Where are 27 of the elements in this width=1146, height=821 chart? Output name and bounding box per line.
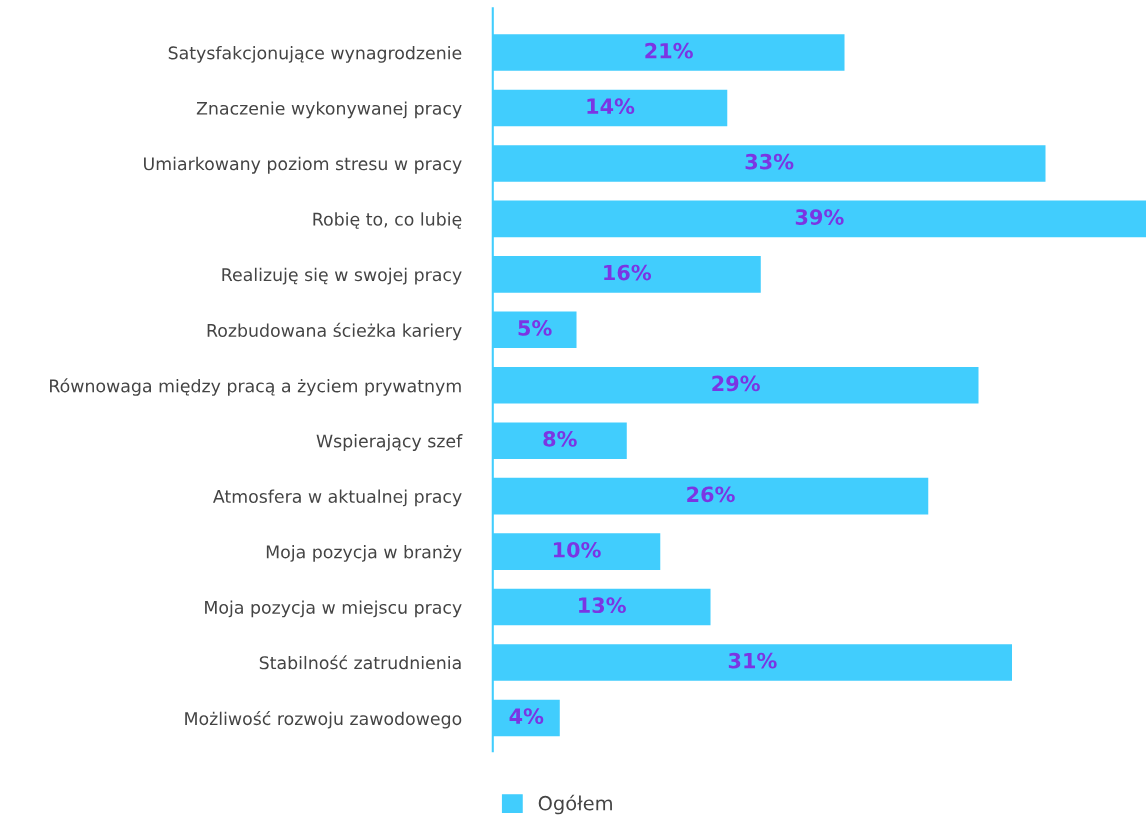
y-tick-label: Umiarkowany poziom stresu w pracy — [144, 156, 462, 174]
data-label: 14% — [587, 98, 635, 115]
y-tick-label: Robię to, co lubię — [313, 212, 462, 229]
y-tick-label: Stabilność zatrudnienia — [259, 655, 461, 670]
data-label: 5% — [518, 320, 552, 336]
data-label: 13% — [579, 597, 626, 614]
y-tick-label: Atmosfera w aktualnej pracy — [212, 489, 462, 507]
y-tick-label: Moja pozycja w miejscu pracy — [205, 600, 462, 618]
data-label: 39% — [795, 209, 844, 225]
data-label: 16% — [604, 264, 652, 281]
legend-label: Ogółem — [538, 794, 612, 815]
y-tick-label: Moja pozycja w branży — [266, 545, 462, 562]
data-label: 31% — [728, 652, 777, 669]
y-tick-label: Realizuję się w swojej pracy — [222, 267, 462, 285]
data-label: 10% — [553, 541, 601, 558]
y-tick-label: Wspierający szef — [316, 434, 463, 451]
y-tick-label: Satysfakcjonujące wynagrodzenie — [168, 45, 462, 63]
y-tick-label: Rozbudowana ścieżka kariery — [207, 322, 462, 341]
data-label: 4% — [509, 708, 544, 724]
y-tick-label: Możliwość rozwoju zawodowego — [185, 711, 462, 729]
y-tick-label: Znaczenie wykonywanej pracy — [196, 101, 462, 119]
y-tick-label: Równowaga między pracą a życiem prywatnym — [50, 378, 461, 396]
data-label: 26% — [687, 486, 735, 503]
data-label: 8% — [543, 430, 577, 447]
data-label: 21% — [645, 42, 693, 59]
data-label: 33% — [745, 153, 794, 170]
data-label: 29% — [712, 375, 760, 392]
